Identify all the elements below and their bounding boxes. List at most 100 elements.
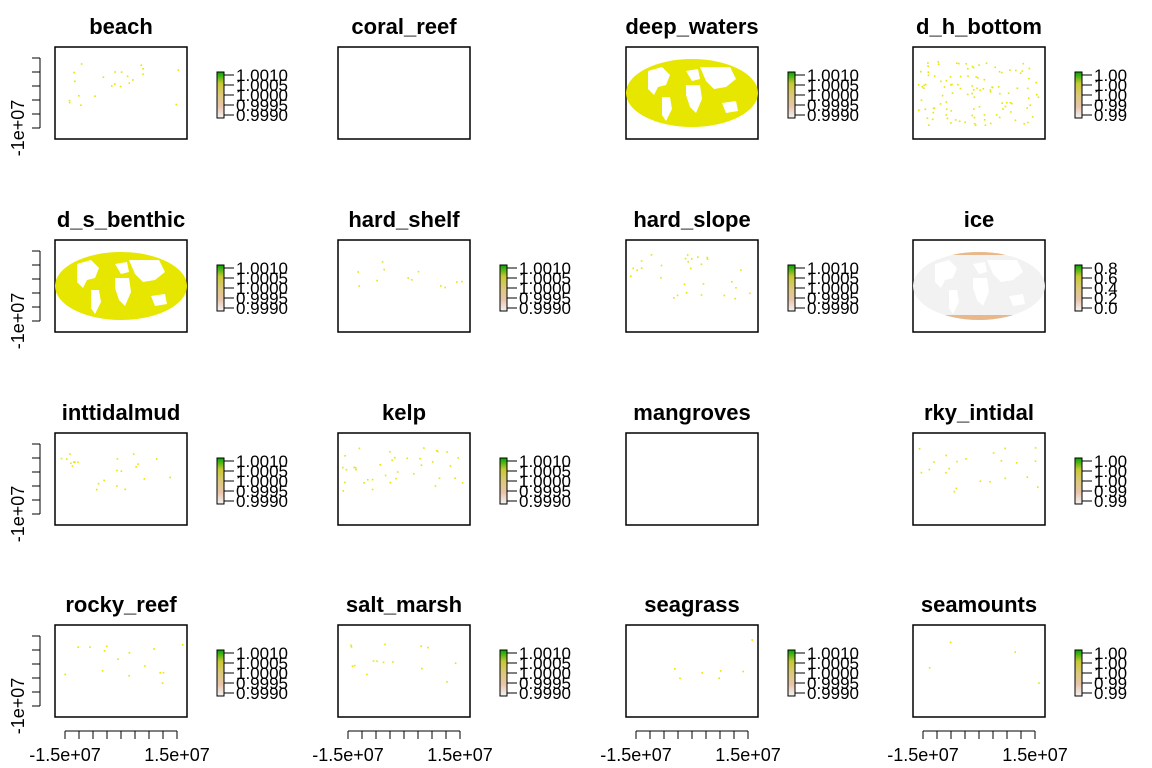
habitat-cell — [144, 665, 146, 667]
plot-frame — [912, 432, 1046, 526]
habitat-cell — [687, 260, 689, 263]
legend-tick-label: 1.0010 — [236, 452, 288, 471]
habitat-cell — [927, 74, 930, 77]
plot-frame — [625, 432, 759, 526]
habitat-cell — [955, 487, 958, 490]
habitat-cell — [920, 70, 922, 73]
habitat-cell — [97, 482, 100, 485]
habitat-cell — [1034, 460, 1037, 462]
habitat-cell — [660, 264, 663, 267]
habitat-cell — [1031, 116, 1034, 118]
panel-title: ice — [964, 207, 995, 232]
habitat-cell — [918, 109, 920, 111]
legend-tick-label: 0.0 — [1094, 299, 1118, 318]
plot-frame — [337, 46, 471, 140]
legend-tick-label: 1.0010 — [236, 259, 288, 278]
legend-tick-label: 1.0010 — [807, 259, 859, 278]
y-tick-label: -1e+07 — [8, 678, 28, 735]
habitat-cell — [120, 470, 123, 472]
legend-tick-label: 1.0000 — [236, 279, 288, 298]
habitat-cell — [1028, 67, 1031, 70]
habitat-cell — [354, 467, 357, 469]
legend-tick-label: 0.99 — [1094, 96, 1127, 115]
habitat-cell — [105, 645, 108, 648]
habitat-cell — [153, 648, 155, 650]
habitat-cell — [945, 114, 948, 116]
legend-tick-label: 1.00 — [1094, 86, 1127, 105]
legend-colorbar — [787, 649, 796, 697]
habitat-cell — [162, 671, 165, 674]
legend-tick-label: 1.0010 — [519, 259, 571, 278]
habitat-cell — [1036, 93, 1038, 96]
plot-frame — [625, 624, 759, 718]
legend-tick-label: 1.0000 — [519, 664, 571, 683]
habitat-cell — [77, 646, 79, 648]
legend-tick-label: 0.8 — [1094, 259, 1118, 278]
habitat-cell — [96, 488, 98, 491]
legend-tick-label: 1.0005 — [236, 269, 288, 288]
legend-tick-label: 0.9990 — [807, 106, 859, 125]
habitat-cell — [933, 461, 935, 463]
legend-tick-label: 0.99 — [1094, 492, 1127, 511]
panel-title: deep_waters — [625, 14, 758, 39]
x-axis: -1.5e+07 1.5e+07 — [887, 730, 1068, 765]
habitat-cell — [1019, 72, 1022, 74]
panel-mangroves: mangroves — [625, 400, 759, 526]
legend-tick-label: 1.0000 — [807, 279, 859, 298]
habitat-cell — [371, 478, 374, 481]
habitat-cell — [407, 277, 409, 279]
habitat-cell — [381, 261, 384, 263]
habitat-cell — [922, 87, 925, 89]
habitat-cell — [143, 478, 146, 480]
habitat-cell — [358, 285, 360, 287]
habitat-cell — [958, 62, 960, 65]
legend-tick-label: 1.00 — [1094, 76, 1127, 95]
habitat-cell — [1009, 69, 1011, 71]
habitat-cell — [660, 277, 662, 279]
legend-tick-label: 0.9990 — [807, 684, 859, 703]
map-area — [350, 643, 457, 683]
habitat-cell — [1022, 62, 1025, 65]
legend: 1.001.001.000.990.99 — [1074, 452, 1127, 511]
habitat-cell — [965, 63, 967, 65]
habitat-cell — [89, 646, 91, 648]
habitat-cell — [363, 482, 365, 484]
legend-tick-label: 1.0005 — [236, 654, 288, 673]
legend-tick-label: 1.0005 — [519, 654, 571, 673]
habitat-cell — [128, 652, 131, 654]
habitat-cell — [132, 79, 134, 81]
legend-tick-label: 0.9995 — [236, 482, 288, 501]
land-mask — [987, 260, 1023, 282]
map-area — [630, 254, 751, 300]
legend-tick-label: 1.0010 — [519, 452, 571, 471]
habitat-cell — [103, 650, 106, 652]
habitat-cell — [1009, 102, 1012, 104]
habitat-cell — [931, 118, 934, 121]
habitat-cell — [650, 254, 653, 256]
habitat-cell — [978, 64, 980, 66]
habitat-cell — [998, 70, 1001, 73]
habitat-cell — [78, 95, 80, 97]
habitat-cell — [917, 84, 920, 86]
habitat-cell — [979, 89, 981, 91]
habitat-cell — [973, 96, 976, 98]
habitat-cell — [923, 84, 925, 87]
habitat-cell — [932, 111, 935, 114]
habitat-cell — [983, 119, 986, 121]
habitat-cell — [117, 658, 119, 660]
legend-colorbar — [1074, 71, 1083, 119]
habitat-cell — [431, 461, 434, 463]
habitat-cell — [971, 92, 973, 95]
legend-tick-label: 1.0005 — [236, 76, 288, 95]
habitat-cell — [345, 468, 348, 471]
habitat-cell — [751, 639, 753, 641]
map-area — [928, 641, 1040, 684]
legend-tick-label: 0.9995 — [236, 289, 288, 308]
habitat-cell — [1011, 102, 1013, 105]
